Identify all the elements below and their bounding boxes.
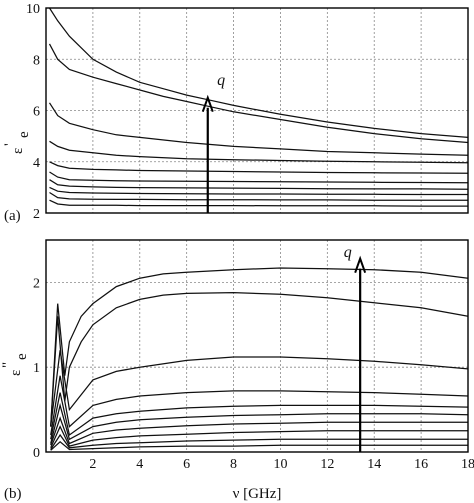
x-tick-label: 8 — [230, 457, 237, 472]
x-axis-label: ν [GHz] — [233, 486, 282, 502]
series-line-2 — [48, 43, 469, 144]
series-line-1 — [48, 7, 469, 139]
y-tick-label: 2 — [33, 276, 40, 291]
x-tick-label: 14 — [367, 457, 381, 472]
y-axis-label: ε ' e — [2, 131, 32, 154]
y-axis-label-superscript: ' — [2, 143, 18, 146]
y-axis-label: ε " e — [0, 353, 30, 376]
series-line-10 — [49, 199, 468, 207]
x-tick-label: 18 — [461, 457, 474, 472]
series-line-10 — [50, 440, 468, 451]
series-line-5 — [50, 392, 469, 440]
series-line-6 — [49, 171, 469, 184]
y-tick-label: 6 — [33, 105, 40, 120]
series-line-6 — [50, 402, 469, 444]
y-tick-label: 8 — [33, 53, 40, 68]
y-axis-label-subscript: e — [14, 353, 30, 360]
series-line-8 — [50, 425, 468, 449]
series-line-4 — [50, 375, 469, 436]
series-line-5 — [49, 161, 469, 174]
x-tick-label: 4 — [136, 457, 143, 472]
x-tick-label: 12 — [320, 457, 334, 472]
series-line-4 — [49, 140, 469, 164]
series-line-3 — [48, 102, 469, 156]
y-axis-label-subscript: e — [16, 131, 32, 138]
x-tick-label: 2 — [89, 457, 96, 472]
q-annotation: q — [217, 72, 225, 89]
panel-label: (b) — [4, 486, 22, 502]
series-line-8 — [49, 186, 468, 196]
series-line-7 — [50, 416, 468, 446]
series-line-7 — [49, 179, 469, 190]
y-tick-label: 4 — [33, 156, 40, 171]
panel-label: (a) — [4, 208, 21, 224]
q-arrow-head — [354, 255, 367, 273]
y-axis-label-symbol: ε — [10, 148, 26, 154]
x-tick-label: 16 — [414, 457, 428, 472]
series-line-1 — [50, 267, 469, 427]
y-tick-label: 10 — [26, 2, 40, 17]
q-arrow-head — [201, 94, 214, 113]
series-line-9 — [49, 191, 468, 201]
series-line-2 — [50, 291, 469, 427]
panel-a: 2 4 6 8 10 (a) ε ' e q — [2, 2, 469, 224]
series-line-3 — [50, 350, 469, 427]
y-axis-label-symbol: ε — [8, 370, 24, 376]
y-axis-label-superscript: " — [0, 362, 16, 368]
y-tick-label: 0 — [33, 446, 40, 461]
q-annotation: q — [344, 244, 352, 261]
plot-frame — [45, 239, 469, 453]
plot-frame — [45, 7, 469, 214]
x-tick-label: 6 — [183, 457, 190, 472]
series-line-9 — [50, 433, 468, 450]
y-tick-label: 2 — [33, 207, 40, 222]
y-tick-label: 1 — [33, 361, 40, 376]
x-tick-label: 10 — [273, 457, 287, 472]
